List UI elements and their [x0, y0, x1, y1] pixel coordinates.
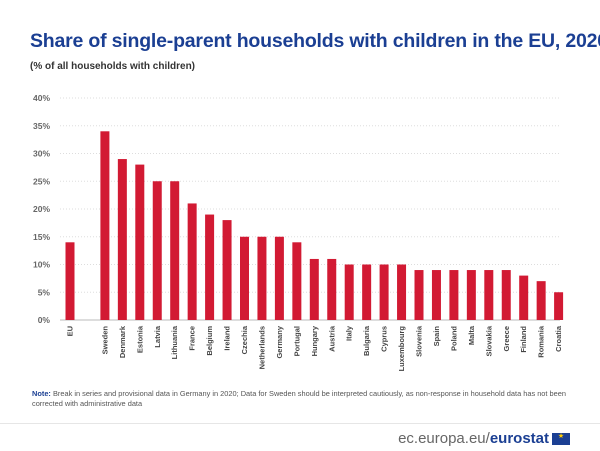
- x-tick-label: Estonia: [135, 325, 144, 353]
- y-tick-label: 40%: [33, 93, 50, 103]
- x-tick-label: Czechia: [240, 325, 249, 354]
- bar-malta: [466, 270, 476, 320]
- chart-title: Share of single-parent households with c…: [30, 30, 600, 52]
- bar-greece: [501, 270, 511, 320]
- bar-hungary: [309, 258, 319, 320]
- x-tick-label: Ireland: [223, 326, 232, 351]
- x-tick-label: Belgium: [205, 326, 214, 356]
- bar-estonia: [135, 164, 145, 320]
- brand-domain: ec.europa.eu/: [398, 430, 490, 447]
- x-tick-label: Cyprus: [380, 326, 389, 352]
- y-tick-label: 0%: [38, 315, 51, 325]
- x-tick-label: Portugal: [292, 326, 301, 356]
- x-tick-label: Luxembourg: [397, 326, 406, 372]
- bar-belgium: [205, 214, 215, 320]
- x-tick-label: Bulgaria: [362, 325, 371, 356]
- bar-czechia: [240, 236, 249, 320]
- x-tick-label: Italy: [345, 325, 354, 341]
- bar-eu: [65, 242, 75, 320]
- x-tick-label: Slovenia: [415, 325, 424, 357]
- x-tick-label: Germany: [275, 325, 284, 358]
- y-tick-label: 10%: [33, 260, 50, 270]
- bar-spain: [431, 270, 441, 320]
- bar-denmark: [117, 159, 127, 320]
- y-tick-label: 20%: [33, 204, 50, 214]
- eurostat-brand: ec.europa.eu/eurostat: [398, 430, 570, 447]
- bar-bulgaria: [362, 264, 372, 320]
- bar-ireland: [222, 220, 232, 320]
- x-tick-label: Poland: [449, 326, 458, 351]
- note-label: Note:: [32, 389, 51, 398]
- x-tick-label: EU: [66, 326, 75, 336]
- bar-france: [187, 203, 197, 320]
- x-tick-label: Netherlands: [257, 326, 266, 369]
- bar-portugal: [292, 242, 302, 320]
- bar-croatia: [554, 292, 564, 320]
- bar-slovakia: [484, 270, 494, 320]
- chart-subtitle: (% of all households with children): [30, 61, 196, 72]
- bar-austria: [327, 258, 337, 320]
- brand-name: eurostat: [489, 430, 549, 447]
- bar-netherlands: [257, 236, 267, 320]
- bar-slovenia: [414, 270, 424, 320]
- y-tick-label: 15%: [33, 232, 50, 242]
- bar-finland: [519, 275, 529, 320]
- x-tick-label: Finland: [519, 326, 528, 353]
- y-tick-label: 30%: [33, 149, 50, 159]
- bar-luxembourg: [397, 264, 407, 320]
- x-tick-label: Spain: [432, 326, 441, 347]
- x-tick-label: Latvia: [153, 325, 162, 348]
- bar-germany: [274, 236, 284, 320]
- x-tick-label: France: [188, 326, 197, 351]
- x-tick-label: Malta: [467, 325, 476, 345]
- x-tick-label: Greece: [502, 326, 511, 351]
- x-tick-label: Croatia: [554, 325, 563, 352]
- chart-note: Note: Break in series and provisional da…: [32, 389, 572, 409]
- bar-lithuania: [170, 181, 180, 320]
- eu-flag-icon: [552, 432, 570, 445]
- bar-romania: [536, 281, 546, 320]
- x-tick-label: Sweden: [100, 326, 109, 355]
- y-tick-label: 35%: [33, 121, 50, 131]
- note-text: Break in series and provisional data in …: [32, 389, 566, 408]
- footer-divider: [0, 423, 600, 424]
- bar-sweden: [100, 131, 110, 320]
- x-tick-label: Slovakia: [484, 325, 493, 356]
- x-tick-label: Austria: [327, 325, 336, 352]
- x-tick-label: Romania: [537, 325, 546, 358]
- bar-latvia: [152, 181, 162, 320]
- x-tick-label: Lithuania: [170, 325, 179, 359]
- y-tick-label: 5%: [38, 287, 51, 297]
- bar-poland: [449, 270, 459, 320]
- bar-chart: 0% 5% 10% 15% 20% 25% 30% 35% 40% EU Sweden Denmark…: [33, 93, 564, 372]
- x-tick-label: Hungary: [310, 325, 319, 356]
- bar-italy: [344, 264, 354, 320]
- y-tick-label: 25%: [33, 176, 50, 186]
- bar-cyprus: [379, 264, 389, 320]
- x-tick-label: Denmark: [118, 325, 127, 358]
